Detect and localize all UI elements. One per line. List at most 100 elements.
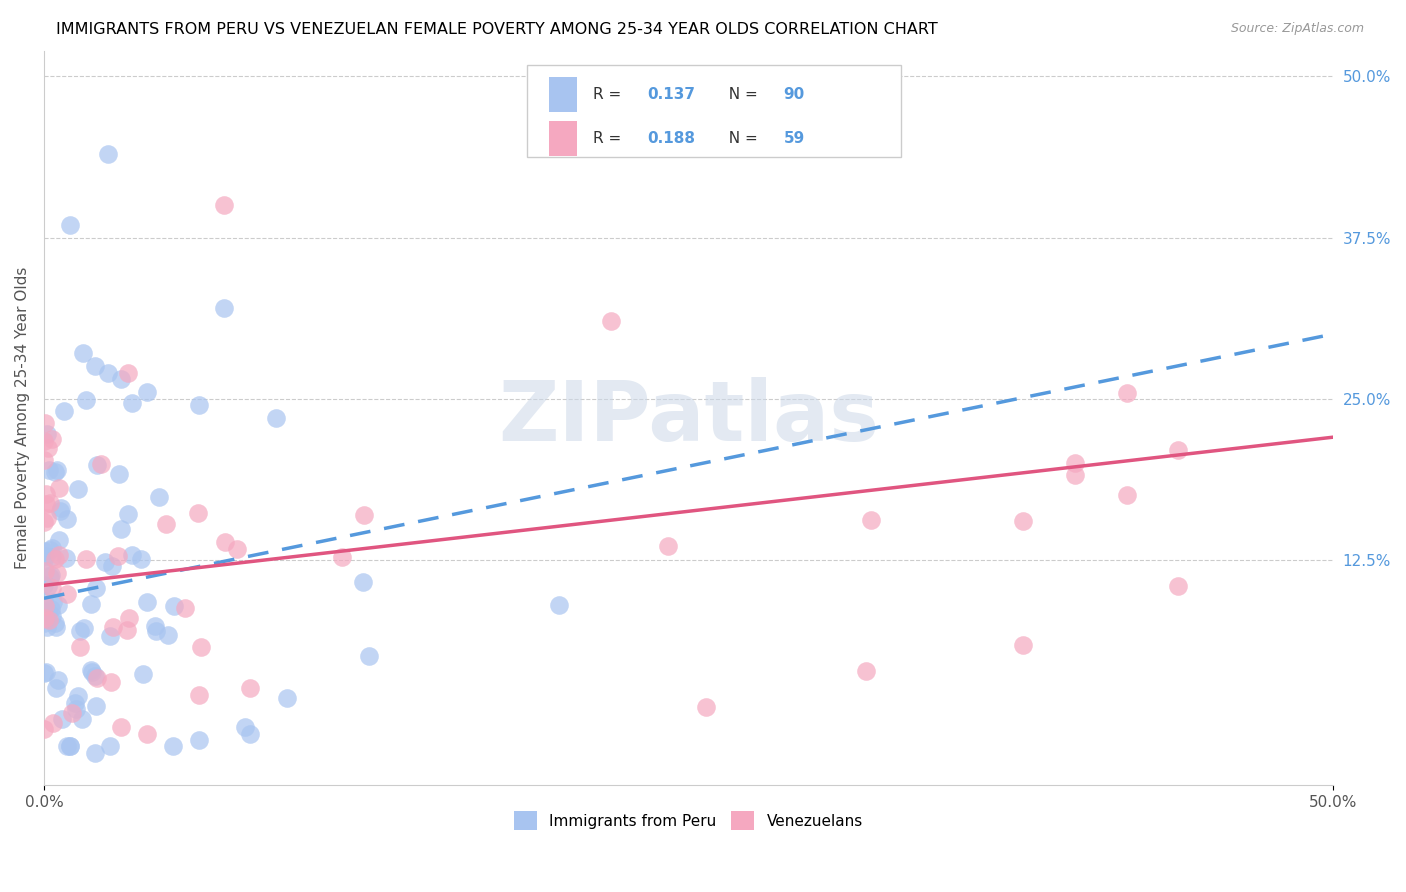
Point bbox=[72, 621, 94, 635]
Point bbox=[1115, 386, 1137, 401]
Point bbox=[135, 595, 157, 609]
Point bbox=[67, 482, 90, 496]
Point bbox=[239, 726, 262, 740]
Point bbox=[226, 541, 249, 556]
Point bbox=[32, 544, 55, 558]
Point bbox=[107, 549, 129, 563]
Point bbox=[32, 434, 55, 449]
Point bbox=[264, 410, 287, 425]
Point bbox=[187, 733, 209, 747]
Point bbox=[69, 624, 91, 639]
Point bbox=[48, 481, 70, 495]
Text: 0.188: 0.188 bbox=[647, 131, 695, 145]
Point bbox=[352, 575, 374, 590]
Point bbox=[214, 535, 236, 549]
Point bbox=[145, 624, 167, 638]
Point bbox=[35, 511, 58, 525]
Point bbox=[32, 616, 55, 631]
Point bbox=[1064, 456, 1087, 470]
Y-axis label: Female Poverty Among 25-34 Year Olds: Female Poverty Among 25-34 Year Olds bbox=[15, 267, 30, 569]
Point bbox=[84, 669, 107, 683]
Point bbox=[100, 675, 122, 690]
Point bbox=[239, 681, 262, 696]
Point bbox=[41, 609, 63, 624]
Point bbox=[86, 671, 108, 685]
Point bbox=[1167, 579, 1189, 593]
Point bbox=[330, 549, 353, 564]
Point bbox=[59, 739, 82, 754]
Point bbox=[59, 218, 82, 232]
Point bbox=[35, 487, 58, 501]
Point bbox=[51, 501, 73, 516]
Point bbox=[37, 612, 59, 626]
Point bbox=[53, 403, 76, 417]
Point bbox=[353, 508, 375, 523]
Point bbox=[80, 663, 103, 677]
Point bbox=[136, 385, 159, 400]
Point bbox=[46, 566, 69, 580]
Point bbox=[1167, 443, 1189, 458]
Point bbox=[548, 598, 571, 612]
Point bbox=[695, 700, 717, 714]
Point bbox=[32, 578, 55, 592]
Point bbox=[56, 739, 79, 754]
Point bbox=[34, 611, 56, 625]
Point bbox=[187, 688, 209, 702]
Point bbox=[187, 398, 209, 412]
Point bbox=[657, 539, 679, 553]
Point bbox=[32, 453, 55, 467]
Point bbox=[35, 665, 58, 679]
Point bbox=[66, 689, 89, 703]
Text: R =: R = bbox=[593, 87, 626, 102]
Point bbox=[32, 515, 55, 529]
Point bbox=[90, 457, 112, 471]
Point bbox=[38, 496, 60, 510]
Point bbox=[117, 367, 139, 381]
Point bbox=[276, 690, 298, 705]
Point bbox=[121, 548, 143, 562]
Point bbox=[163, 599, 186, 613]
Point bbox=[190, 640, 212, 655]
Point bbox=[35, 427, 58, 442]
Point bbox=[34, 416, 56, 430]
Point bbox=[80, 597, 103, 611]
Point bbox=[37, 605, 59, 619]
Point bbox=[48, 533, 70, 548]
Text: Source: ZipAtlas.com: Source: ZipAtlas.com bbox=[1230, 22, 1364, 36]
Point bbox=[100, 739, 122, 754]
Point bbox=[48, 599, 70, 613]
Point bbox=[101, 558, 124, 573]
Point bbox=[35, 497, 58, 511]
Point bbox=[37, 620, 59, 634]
Point bbox=[101, 620, 124, 634]
Point bbox=[155, 516, 177, 531]
Point bbox=[84, 359, 107, 374]
Point bbox=[1012, 639, 1035, 653]
Point bbox=[45, 681, 67, 696]
Point bbox=[41, 582, 63, 596]
Point bbox=[187, 507, 209, 521]
Point bbox=[48, 549, 70, 563]
Point bbox=[107, 467, 129, 482]
Point bbox=[39, 601, 62, 615]
Point bbox=[46, 463, 69, 477]
Bar bbox=[550, 77, 578, 112]
Point bbox=[75, 552, 97, 566]
Point bbox=[45, 620, 67, 634]
Point bbox=[174, 601, 197, 615]
Point bbox=[118, 611, 141, 625]
Point bbox=[41, 433, 63, 447]
Point bbox=[84, 581, 107, 595]
Point bbox=[86, 458, 108, 472]
Point bbox=[110, 522, 132, 536]
Point bbox=[110, 372, 132, 386]
Point bbox=[48, 504, 70, 518]
Point bbox=[38, 463, 60, 477]
Point bbox=[44, 615, 66, 630]
Point bbox=[38, 613, 60, 627]
Point bbox=[46, 673, 69, 687]
Point bbox=[55, 587, 77, 601]
Text: 90: 90 bbox=[783, 87, 806, 102]
Point bbox=[65, 701, 87, 715]
Point bbox=[69, 640, 91, 654]
